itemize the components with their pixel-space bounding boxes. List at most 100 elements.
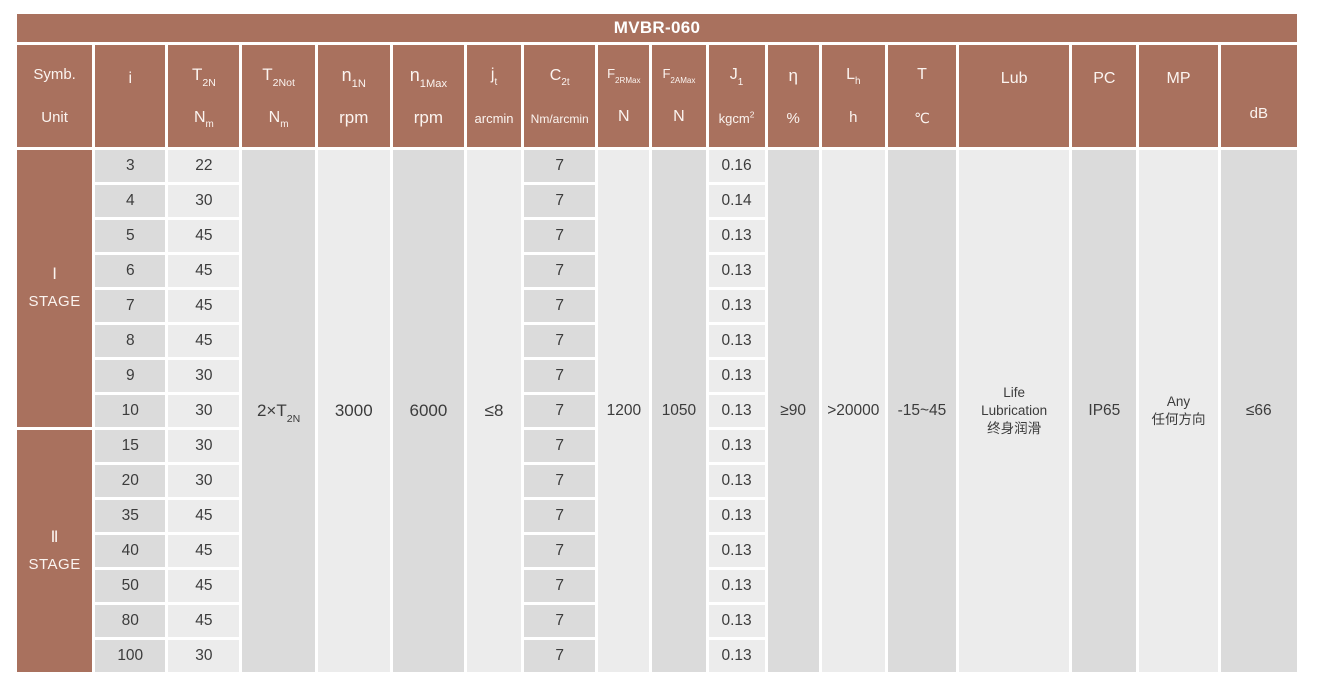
cell-t2n: 30	[168, 430, 240, 462]
title-row: MVBR-060	[17, 14, 1297, 42]
table-row: 9 30 7 0.13	[17, 360, 1297, 392]
col-header-mp: MP	[1139, 45, 1218, 147]
col-header-lh: Lh h	[821, 45, 885, 147]
col-symbol: Symb.	[33, 66, 76, 83]
col-symbol: n1Max	[409, 64, 448, 90]
col-header-pc: PC	[1072, 45, 1137, 147]
col-header-temp: T ℃	[887, 45, 957, 147]
cell-c2t: 7	[524, 290, 596, 322]
cell-lub-merged: Life Lubrication 终身润滑	[959, 150, 1070, 672]
cell-ratio-i: 7	[95, 290, 166, 322]
col-symbol: T2Not	[262, 65, 295, 89]
table-row: 4 30 7 0.14	[17, 185, 1297, 217]
cell-ratio-i: 100	[95, 640, 166, 672]
table-row: 5 45 7 0.13	[17, 220, 1297, 252]
cell-j1: 0.13	[708, 360, 765, 392]
cell-t2n: 45	[168, 500, 240, 532]
col-symbol: J1	[729, 66, 744, 88]
cell-ratio-i: 6	[95, 255, 166, 287]
col-symbol: MP	[1166, 69, 1191, 87]
cell-j1: 0.13	[708, 325, 765, 357]
cell-c2t: 7	[524, 500, 596, 532]
col-unit: kgcm2	[718, 109, 755, 126]
cell-jt-merged: ≤8	[466, 150, 522, 672]
col-header-n1n: n1N rpm	[317, 45, 390, 147]
cell-j1: 0.14	[708, 185, 765, 217]
table-row: 7 45 7 0.13	[17, 290, 1297, 322]
cell-pc-merged: IP65	[1072, 150, 1137, 672]
col-header-db: dB	[1220, 45, 1297, 147]
cell-t2n: 45	[168, 535, 240, 567]
cell-c2t: 7	[524, 185, 596, 217]
cell-ratio-i: 80	[95, 605, 166, 637]
col-symbol: jt	[490, 66, 498, 88]
cell-c2t: 7	[524, 395, 596, 427]
col-header-t2n: T2N Nm	[168, 45, 240, 147]
cell-t2n: 30	[168, 640, 240, 672]
cell-j1: 0.13	[708, 535, 765, 567]
table-row: 80 45 7 0.13	[17, 605, 1297, 637]
col-symbol: T	[917, 66, 927, 83]
cell-t2n: 45	[168, 255, 240, 287]
cell-f2rmax-merged: 1200	[598, 150, 650, 672]
col-symbol: F2AMax	[662, 66, 696, 85]
cell-j1: 0.13	[708, 290, 765, 322]
cell-ratio-i: 15	[95, 430, 166, 462]
col-header-jt: jt arcmin	[466, 45, 522, 147]
cell-ratio-i: 50	[95, 570, 166, 602]
col-symbol: Lh	[846, 65, 861, 88]
cell-ratio-i: 40	[95, 535, 166, 567]
cell-c2t: 7	[524, 640, 596, 672]
cell-ratio-i: 4	[95, 185, 166, 217]
table-row: 6 45 7 0.13	[17, 255, 1297, 287]
col-unit: %	[786, 109, 800, 127]
cell-j1: 0.13	[708, 500, 765, 532]
table-row: 40 45 7 0.13	[17, 535, 1297, 567]
cell-c2t: 7	[524, 430, 596, 462]
cell-j1: 0.13	[708, 430, 765, 462]
col-header-f2rmax: F2RMax N	[598, 45, 650, 147]
table-row: Ⅱ STAGE 15 30 7 0.13	[17, 430, 1297, 672]
col-unit: Nm/arcmin	[530, 111, 589, 126]
cell-t2n: 45	[168, 220, 240, 252]
col-unit: h	[849, 109, 858, 127]
table-title: MVBR-060	[17, 14, 1297, 42]
cell-j1: 0.13	[708, 255, 765, 287]
cell-j1: 0.13	[708, 395, 765, 427]
cell-ratio-i: 20	[95, 465, 166, 497]
cell-j1: 0.13	[708, 605, 765, 637]
cell-ratio-i: 9	[95, 360, 166, 392]
col-header-t2not: T2Not Nm	[242, 45, 315, 147]
col-symbol: F2RMax	[607, 66, 641, 85]
cell-ratio-i: 8	[95, 325, 166, 357]
table-body: Ⅰ STAGE 3 22 2×T2N 3000 6000 ≤8 7 1200 1050 0.16 ≥90…	[17, 150, 1297, 672]
cell-t2n: 45	[168, 325, 240, 357]
col-unit: Nm	[268, 108, 289, 131]
cell-ratio-i: 10	[95, 395, 166, 427]
cell-j1: 0.16	[708, 150, 765, 182]
table-row: 35 45 7 0.13	[17, 500, 1297, 532]
cell-ratio-i: 5	[95, 220, 166, 252]
col-unit: Unit	[41, 109, 68, 126]
cell-c2t: 7	[524, 325, 596, 357]
cell-temp-merged: -15~45	[887, 150, 957, 672]
table-row: 8 45 7 0.13	[17, 325, 1297, 357]
cell-lh-merged: >20000	[821, 150, 885, 672]
col-header-f2amax: F2AMax N	[652, 45, 706, 147]
cell-t2n: 30	[168, 360, 240, 392]
col-header-eta: η%	[767, 45, 819, 147]
table-row: 50 45 7 0.13	[17, 570, 1297, 602]
cell-n1max-merged: 6000	[392, 150, 464, 672]
col-unit: dB	[1249, 105, 1268, 123]
cell-c2t: 7	[524, 535, 596, 567]
col-unit: rpm	[339, 108, 369, 128]
col-header-lub: Lub	[959, 45, 1070, 147]
cell-c2t: 7	[524, 360, 596, 392]
cell-c2t: 7	[524, 605, 596, 637]
stage-1-cell: Ⅰ STAGE	[17, 150, 93, 427]
header-row: Symb. Unit i T2N Nm T2Not Nm n1N rpm n1Max rp…	[17, 45, 1297, 147]
col-unit: rpm	[413, 108, 444, 128]
cell-c2t: 7	[524, 255, 596, 287]
cell-j1: 0.13	[708, 640, 765, 672]
